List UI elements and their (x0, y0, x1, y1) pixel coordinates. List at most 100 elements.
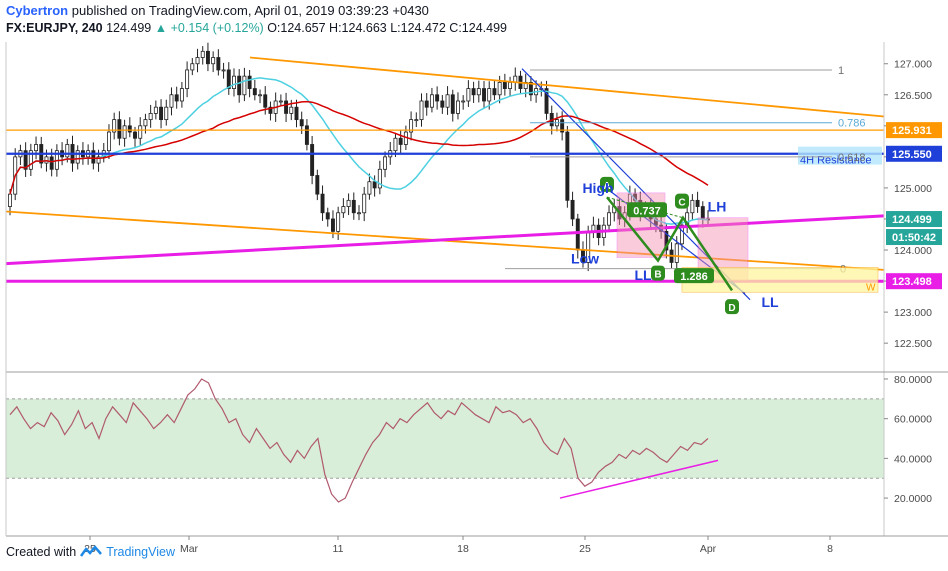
annotation-label: LH (708, 199, 727, 215)
candle-body (153, 106, 158, 114)
candle-body (346, 199, 351, 207)
author-link[interactable]: Cybertron (6, 3, 69, 18)
price-tick-label: 123.000 (894, 307, 932, 319)
candle-body (456, 100, 460, 114)
candle-body (320, 193, 325, 214)
candle-body (487, 88, 492, 102)
candle-body (112, 119, 117, 133)
candle-body (294, 106, 299, 121)
annotation-label: LL (634, 267, 652, 283)
rsi-divergence-trendline (559, 459, 719, 499)
candle-body (268, 106, 273, 114)
price-change: +0.154 (+0.12%) (170, 21, 264, 35)
candle-body (107, 131, 111, 152)
resistance-label: 4H Resistance (800, 155, 872, 167)
candle-body (226, 69, 231, 89)
time-tick-label: 11 (333, 543, 344, 555)
time-tick-label: 8 (827, 543, 833, 555)
candle-body (289, 106, 294, 114)
candle-body (570, 199, 575, 220)
harmonic-point-label: D (728, 303, 735, 314)
resistance-label-box (798, 146, 882, 165)
price-axis-badge-label: 125.931 (892, 125, 932, 137)
candle-body (492, 88, 497, 96)
harmonic-ratio-badge (627, 202, 667, 218)
candle-body (200, 50, 205, 58)
symbol-header: FX:EURJPY, 240 124.499 ▲ +0.154 (+0.12%)… (6, 21, 507, 35)
candle-body (482, 88, 486, 102)
candle-body (278, 100, 283, 103)
candle-body (242, 75, 247, 96)
candle-body (310, 144, 315, 176)
candle-body (195, 57, 200, 65)
time-tick-label: 25 (579, 543, 591, 555)
candle-body (674, 243, 679, 263)
price-tick-label: 127.000 (894, 59, 932, 71)
candle-body (237, 75, 242, 96)
candle-body (414, 119, 419, 122)
candle-body (528, 81, 533, 96)
candle-body (169, 94, 174, 108)
rsi-band (6, 398, 884, 479)
fib-level-label: 0.786 (838, 118, 866, 130)
candle-body (398, 137, 403, 145)
candle-body (143, 119, 148, 127)
harmonic-point-badge (651, 265, 665, 281)
candle-body (336, 212, 341, 232)
price-axis-badge-label: 124.499 (892, 214, 932, 226)
candle-body (232, 75, 236, 89)
candle-body (544, 88, 549, 114)
last-price: 124.499 (106, 21, 152, 35)
annotation-label: LL (761, 294, 779, 310)
fib-level-label: 0.618 (838, 152, 866, 164)
harmonic-ratio-label: 0.737 (633, 205, 661, 217)
candle-body (216, 57, 221, 71)
price-tick-label: 125.000 (894, 183, 932, 195)
candle-body (148, 113, 153, 121)
tradingview-logo-icon (80, 545, 103, 557)
candle-body (471, 88, 476, 96)
price-axis-badge-label: 123.498 (892, 276, 932, 288)
candle-body (372, 181, 377, 189)
candle-body (8, 193, 12, 207)
candle-body (560, 119, 565, 133)
candle-body (367, 181, 372, 195)
candle-body (75, 150, 80, 164)
axes: 127.000126.500126.000125.500125.000124.5… (5, 42, 948, 555)
harmonic-xc-dashed (606, 196, 684, 219)
price-axis-badge-label: 125.550 (892, 149, 932, 161)
candle-body (565, 131, 570, 201)
candle-body (351, 199, 356, 214)
tradingview-brand-link[interactable]: TradingView (106, 545, 175, 559)
candle-body (429, 94, 434, 108)
price-axis-badge-label: 01:50:42 (892, 232, 936, 244)
candle-body (96, 156, 101, 164)
harmonic-pattern-line (606, 196, 734, 292)
candle-body (315, 175, 320, 195)
candle-body (341, 206, 346, 214)
candle-body (299, 119, 304, 127)
candle-body (466, 88, 471, 102)
candle-body (258, 94, 262, 97)
annotation-label: High (582, 180, 613, 196)
candle-body (49, 156, 54, 170)
candle-body (461, 100, 466, 103)
candle-body (377, 168, 382, 189)
candle-body (247, 75, 252, 89)
candle-body (263, 94, 268, 108)
price-tick-label: 122.500 (894, 338, 932, 350)
harmonic-point-label: C (678, 198, 685, 209)
created-with-label: Created with (6, 545, 77, 559)
price-tick-label: 124.000 (894, 245, 932, 257)
candle-body (357, 212, 361, 215)
harmonic-ratio-badge (674, 268, 714, 284)
candle-body (133, 131, 137, 139)
harmonic-point-badge (600, 176, 614, 192)
candle-body (497, 81, 502, 96)
candle-body (205, 50, 210, 65)
fib-level-label: 1 (838, 65, 844, 77)
rsi-tick-label: 60.0000 (894, 414, 932, 426)
candle-body (502, 81, 507, 89)
candle-body (138, 125, 143, 139)
harmonic-point-label: A (603, 181, 610, 192)
